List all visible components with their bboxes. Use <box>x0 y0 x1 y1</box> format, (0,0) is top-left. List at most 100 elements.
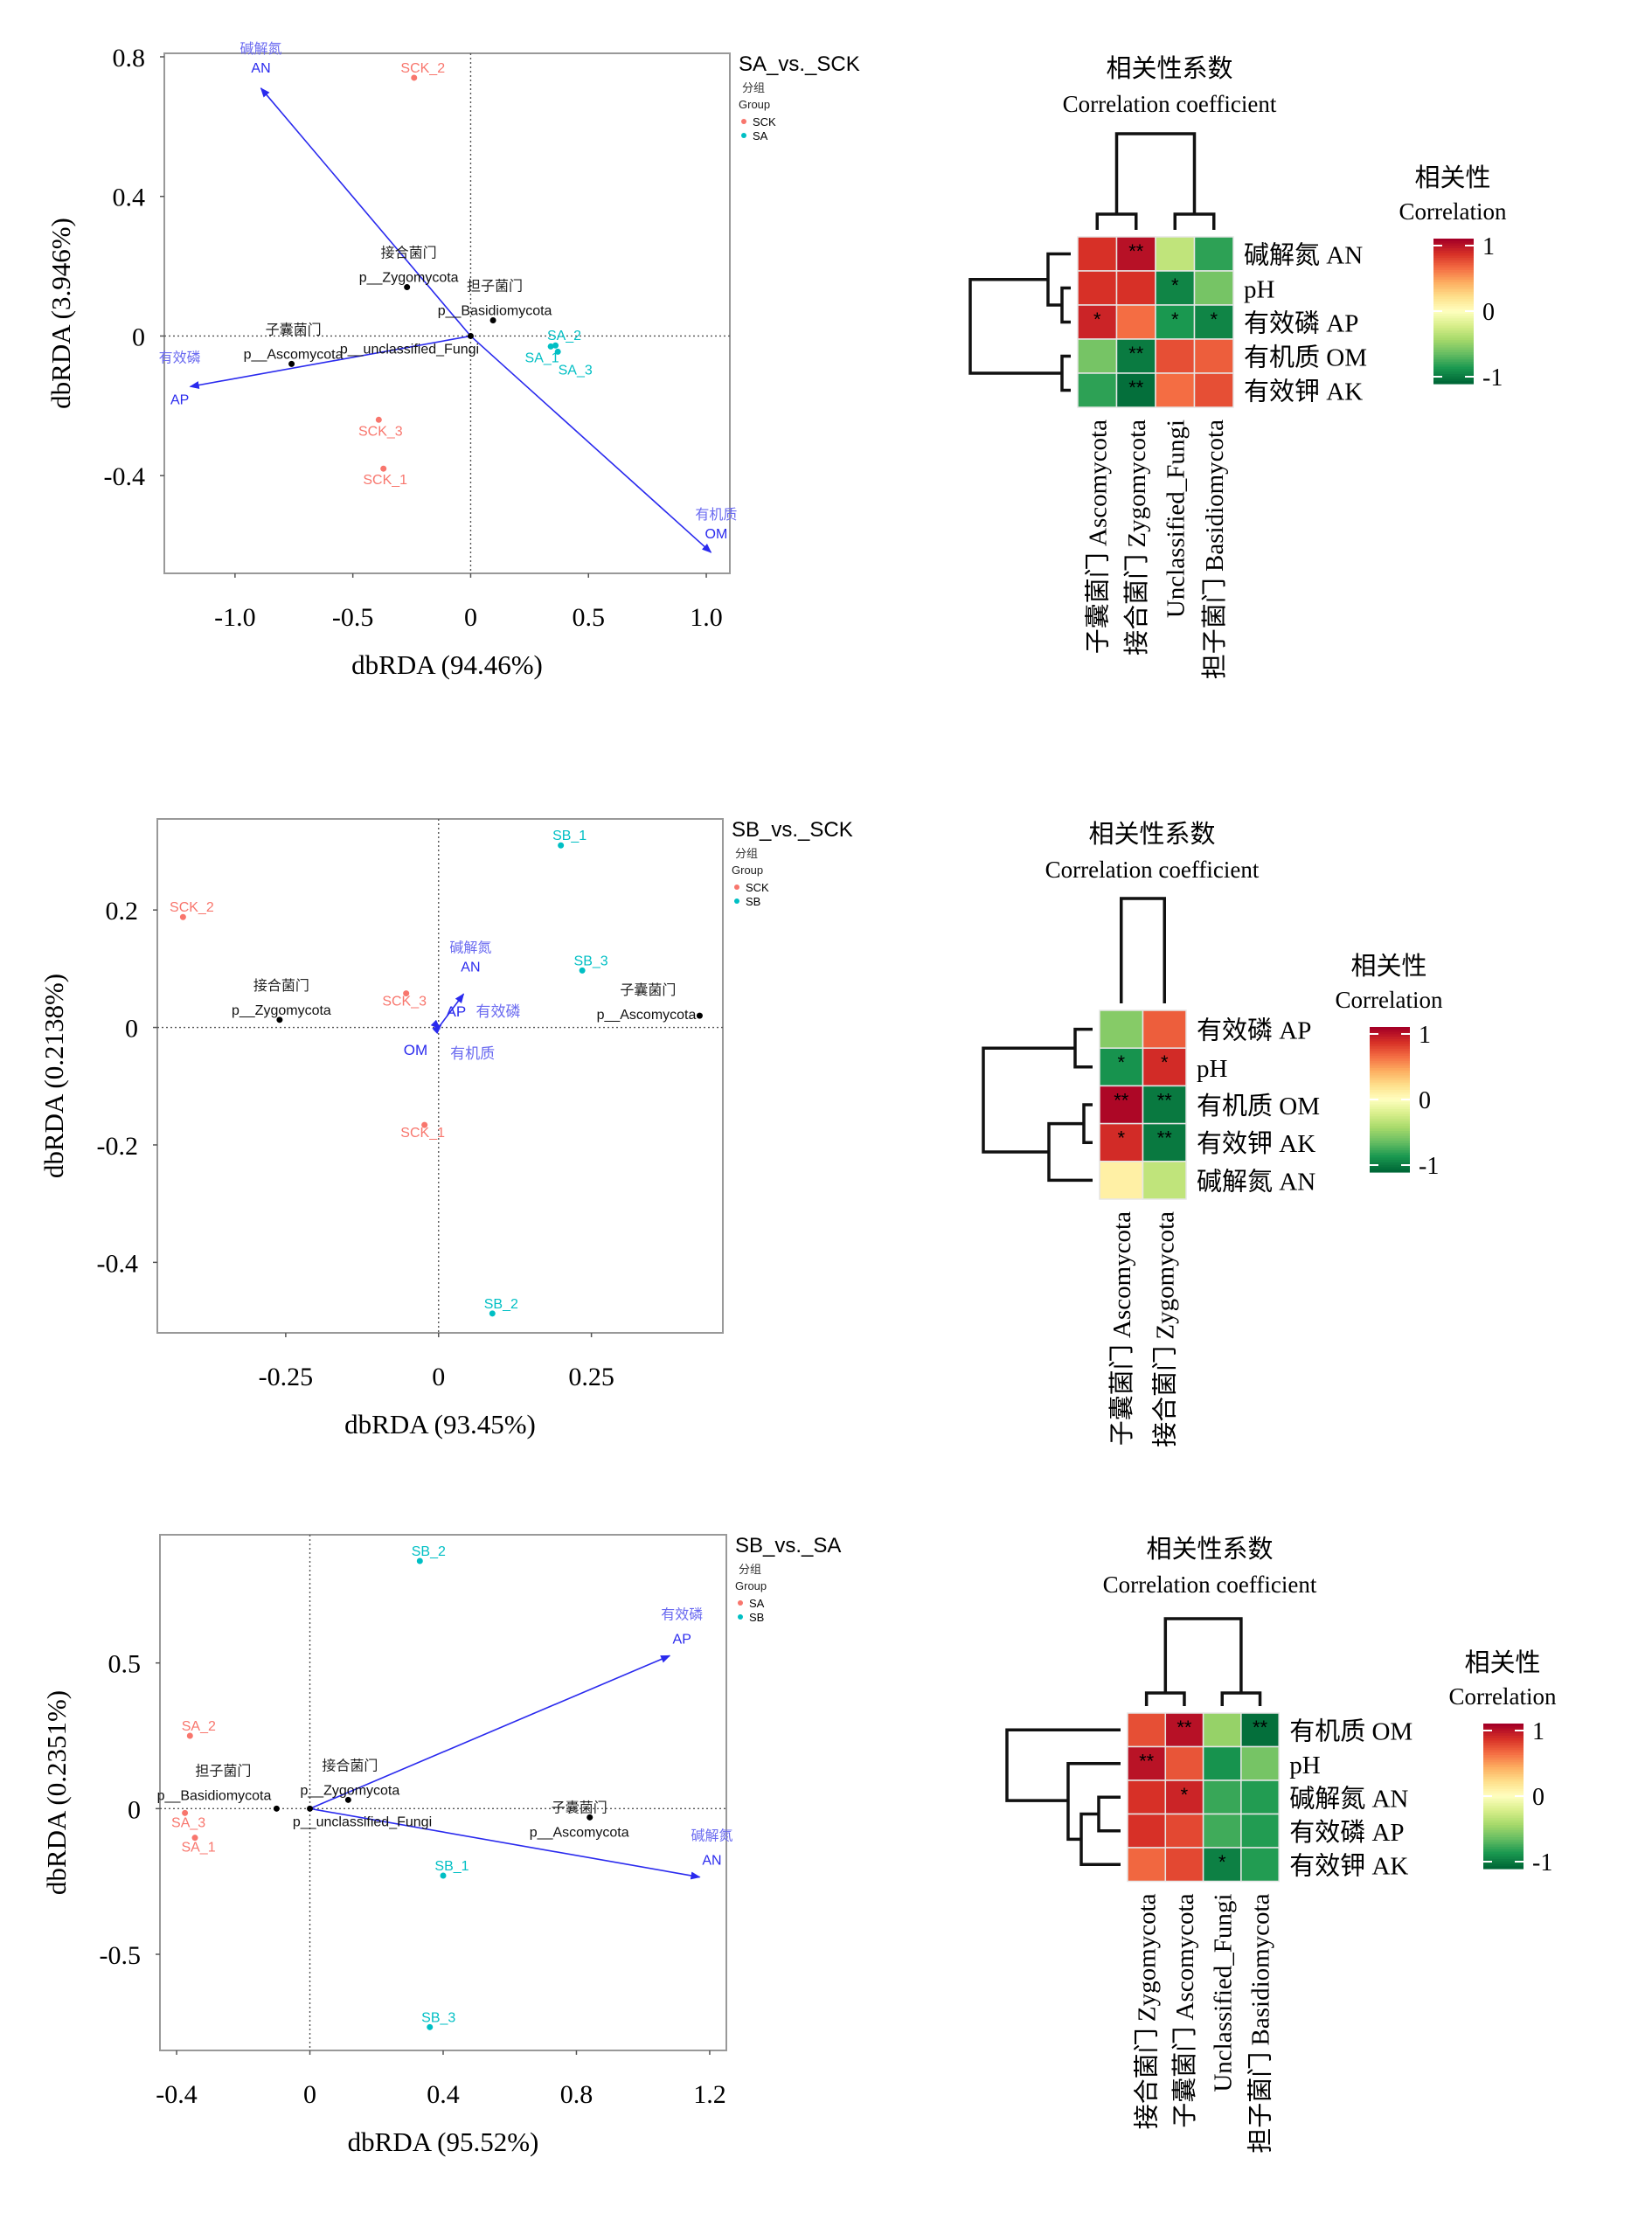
colorbar-segment <box>1483 1822 1524 1826</box>
dendrogram <box>968 132 1216 392</box>
species-label-en: p__Ascomycota <box>530 1825 629 1840</box>
row-dendrogram-branch <box>1079 1812 1121 1866</box>
colorbar-segment <box>1433 318 1474 322</box>
y-axis-title: dbRDA (0.2138%) <box>38 974 69 1178</box>
colorbar-segment <box>1483 1854 1524 1857</box>
colorbar-segment <box>1483 1815 1524 1819</box>
colorbar-segment <box>1370 1038 1410 1043</box>
species-label-cn: 子囊菌门 <box>552 1800 607 1815</box>
heatmap-cell <box>1193 270 1234 306</box>
sample-label: SB_1 <box>434 1859 469 1874</box>
colorbar-segment <box>1370 1094 1410 1098</box>
heatmap-row-label: pH <box>1197 1055 1228 1083</box>
colorbar-segment <box>1370 1145 1410 1148</box>
colorbar-segment <box>1483 1796 1524 1800</box>
colorbar-segment <box>1433 262 1474 267</box>
species-point <box>288 360 295 367</box>
colorbar-segment <box>1370 1068 1410 1072</box>
colorbar-segment <box>1370 1120 1410 1125</box>
colorbar-segment <box>1370 1155 1410 1158</box>
colorbar-segment <box>1433 357 1474 360</box>
x-tick-label: 0.8 <box>560 2080 593 2109</box>
significance-mark: * <box>1117 1051 1125 1073</box>
colorbar-segment <box>1483 1806 1524 1809</box>
heatmap-cell <box>1099 1009 1144 1049</box>
colorbar-segment <box>1483 1765 1524 1768</box>
colorbar-segment <box>1370 1141 1410 1144</box>
sample-label: SCK_2 <box>400 61 445 76</box>
colorbar-segment <box>1370 1119 1410 1122</box>
significance-mark: * <box>1171 309 1179 330</box>
colorbar-segment <box>1433 352 1474 356</box>
significance-mark: ** <box>1128 240 1144 262</box>
colorbar-segment <box>1370 1053 1410 1057</box>
colorbar-segment <box>1483 1757 1524 1761</box>
colorbar-title-en: Correlation <box>1399 198 1507 225</box>
y-tick-label: -0.4 <box>104 462 146 491</box>
species-point <box>404 284 411 291</box>
env-arrow-AP <box>309 1655 671 1810</box>
colorbar-segment <box>1483 1728 1524 1731</box>
env-arrow-AN <box>309 1807 701 1880</box>
x-tick-label: 0.25 <box>568 1363 614 1391</box>
sample-point <box>375 416 382 423</box>
colorbar-segment <box>1370 1034 1410 1037</box>
colorbar-segment <box>1483 1849 1524 1853</box>
heatmap-cell <box>1164 1813 1204 1849</box>
colorbar-segment <box>1483 1820 1524 1824</box>
species-label-cn: 担子菌门 <box>195 1763 251 1779</box>
heatmap-column-label: 担子菌门 Basidiomycota <box>1200 420 1229 679</box>
colorbar-segment <box>1370 1031 1410 1035</box>
colorbar-segment <box>1433 321 1474 324</box>
env-label-en: OM <box>705 527 728 542</box>
legend-entry-label: SB <box>746 895 760 908</box>
species-label-en: p__Zygomycota <box>359 271 459 286</box>
significance-mark: * <box>1218 1851 1226 1873</box>
row-dendrogram-branch <box>1082 1103 1093 1144</box>
column-dendrogram-branch <box>1163 1617 1243 1693</box>
colorbar-segment <box>1483 1861 1524 1865</box>
sample-label: SCK_3 <box>382 995 427 1009</box>
heatmap-cell <box>1077 372 1118 408</box>
colorbar-segment <box>1370 1072 1410 1076</box>
colorbar-segment <box>1483 1752 1524 1756</box>
legend-swatch <box>738 1614 743 1620</box>
colorbar-segment <box>1370 1046 1410 1050</box>
env-label-cn: 碱解氮 <box>691 1828 732 1844</box>
colorbar-segment <box>1433 281 1474 286</box>
colorbar-segment <box>1483 1807 1524 1812</box>
heatmap-row-label: 有机质 OM <box>1289 1717 1413 1745</box>
colorbar-title-cn: 相关性 <box>1350 952 1426 981</box>
colorbar-segment <box>1370 1128 1410 1132</box>
colorbar-segment <box>1370 1160 1410 1163</box>
colorbar-segment <box>1370 1063 1410 1066</box>
heatmap-cell <box>1202 1745 1242 1781</box>
colorbar-segment <box>1370 1097 1410 1100</box>
colorbar-segment <box>1370 1100 1410 1103</box>
species-point <box>489 316 496 323</box>
colorbar-segment <box>1433 381 1474 385</box>
env-label-en: AP <box>447 1003 467 1020</box>
sample-label: SA_1 <box>525 350 559 365</box>
heatmap-row-label: pH <box>1289 1752 1321 1779</box>
colorbar-segment <box>1483 1791 1524 1794</box>
colorbar-segment <box>1433 344 1474 349</box>
heatmap-column-label: 担子菌门 Basidiomycota <box>1246 1893 1275 2153</box>
row-dendrogram-branch <box>982 1046 1075 1154</box>
colorbar-segment <box>1483 1731 1524 1734</box>
sample-label: SA_3 <box>171 1815 205 1830</box>
env-label-cn: 有效磷 <box>159 350 201 365</box>
legend-entry-label: SB <box>749 1611 764 1624</box>
heatmap-row-label: 有机质 OM <box>1244 343 1367 372</box>
sample-point <box>191 1835 198 1842</box>
sample-point <box>558 842 565 849</box>
colorbar-segment <box>1370 1060 1410 1065</box>
species-label-cn: 接合菌门 <box>381 246 437 261</box>
legend-group-cn: 分组 <box>739 1563 761 1576</box>
legend-group-en: Group <box>732 864 763 877</box>
colorbar-segment <box>1433 313 1474 317</box>
colorbar-segment <box>1483 1800 1524 1804</box>
